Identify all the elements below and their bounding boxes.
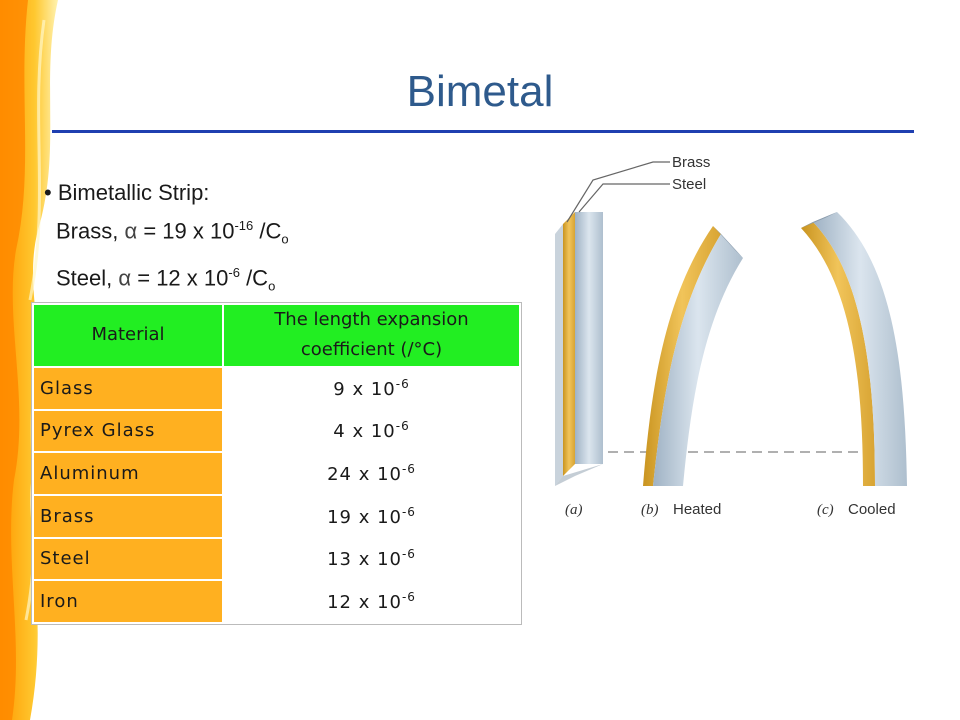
- coefficient-base: 24 x 10: [327, 464, 402, 486]
- bullet-heading: • Bimetallic Strip:: [44, 180, 210, 205]
- steel-unit-sub: o: [268, 278, 276, 294]
- coefficient-base: 9 x 10: [333, 378, 396, 400]
- material-cell: Aluminum: [32, 451, 224, 496]
- label-c: (c): [817, 502, 834, 518]
- coefficient-cell: 12 x 10-6: [222, 579, 521, 624]
- table-row: Aluminum 24 x 10-6: [32, 451, 521, 496]
- header-coefficient: The length expansion coefficient (/°C): [222, 303, 521, 368]
- strip-a: [555, 212, 603, 486]
- strip-c: [801, 212, 907, 486]
- slide-title: Bimetal: [406, 67, 554, 116]
- material-cell: Glass: [32, 365, 224, 411]
- coefficient-exponent: -6: [395, 419, 410, 434]
- material-cell: Steel: [32, 536, 224, 582]
- bullet-brass: Brass, α = 19 x 10-16 /Co: [44, 209, 289, 256]
- material-cell: Iron: [32, 579, 224, 624]
- bimetal-illustration: Brass Steel (a) (b) Heated (c) Cooled: [555, 154, 910, 518]
- table-row: Steel 13 x 10-6: [32, 536, 521, 582]
- alpha-symbol: α: [124, 218, 138, 244]
- strip-b: [643, 226, 743, 486]
- table-row: Pyrex Glass 4 x 10-6: [32, 408, 521, 454]
- label-cooled: Cooled: [848, 501, 896, 518]
- table-row: Glass 9 x 10-6: [32, 365, 521, 411]
- coefficient-base: 4 x 10: [333, 421, 396, 443]
- coefficient-cell: 19 x 10-6: [222, 493, 521, 539]
- coefficient-base: 19 x 10: [327, 506, 402, 528]
- steel-label: Steel,: [56, 265, 113, 291]
- steel-exponent: -6: [228, 264, 240, 280]
- flame-decoration: [0, 0, 58, 720]
- coefficient-cell: 24 x 10-6: [222, 451, 521, 496]
- expansion-table: Material The length expansion coefficien…: [31, 302, 522, 625]
- coefficient-base: 12 x 10: [327, 592, 402, 614]
- table-row: Iron 12 x 10-6: [32, 579, 521, 624]
- coefficient-exponent: -6: [395, 376, 410, 391]
- legend-steel: Steel: [672, 176, 706, 193]
- table-header-row: Material The length expansion coefficien…: [32, 303, 521, 368]
- alpha-symbol: α: [118, 265, 132, 291]
- bullet-steel: Steel, α = 12 x 10-6 /Co: [44, 256, 289, 303]
- bullet-heading-text: Bimetallic Strip:: [57, 180, 210, 205]
- brass-value: = 19 x 10: [143, 218, 235, 244]
- coefficient-base: 13 x 10: [327, 549, 402, 571]
- coefficient-cell: 4 x 10-6: [222, 408, 521, 454]
- coefficient-exponent: -6: [401, 504, 416, 519]
- coefficient-exponent: -6: [401, 547, 416, 562]
- label-b: (b): [641, 502, 659, 518]
- brass-unit-sub: o: [281, 231, 289, 247]
- legend-brass: Brass: [672, 154, 710, 171]
- brass-exponent: -16: [234, 218, 254, 233]
- label-heated: Heated: [673, 501, 721, 518]
- coefficient-cell: 9 x 10-6: [222, 365, 521, 411]
- brass-label: Brass,: [56, 218, 119, 244]
- title-underline: [52, 130, 914, 133]
- table-row: Brass 19 x 10-6: [32, 493, 521, 539]
- coefficient-exponent: -6: [401, 590, 416, 605]
- steel-unit: /C: [246, 265, 269, 291]
- brass-unit: /C: [259, 218, 282, 244]
- coefficient-cell: 13 x 10-6: [222, 536, 521, 582]
- label-a: (a): [565, 502, 583, 518]
- bullet-list: • Bimetallic Strip: Brass, α = 19 x 10-1…: [44, 176, 289, 302]
- material-cell: Brass: [32, 493, 224, 539]
- coefficient-exponent: -6: [401, 462, 416, 477]
- steel-value: = 12 x 10: [137, 265, 229, 291]
- material-cell: Pyrex Glass: [32, 408, 224, 454]
- header-material: Material: [32, 303, 224, 368]
